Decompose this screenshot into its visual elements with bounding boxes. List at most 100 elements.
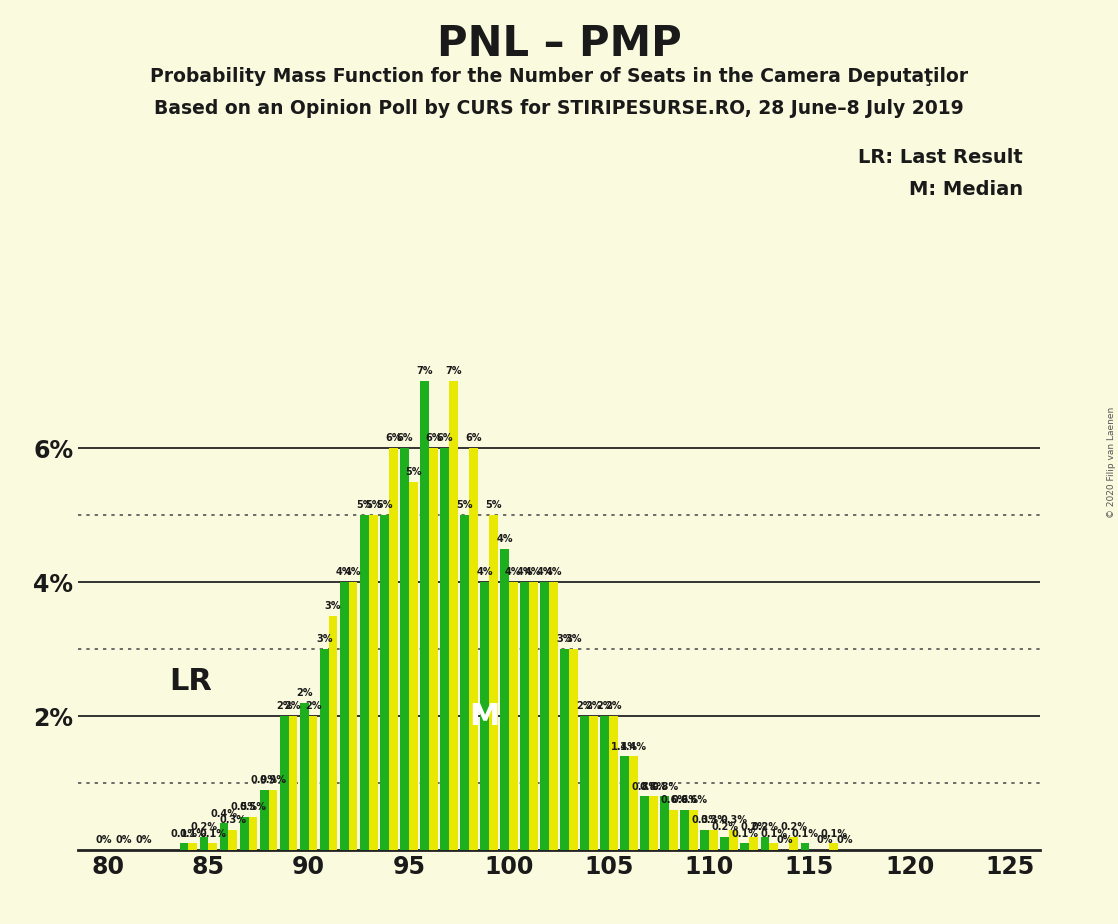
Bar <box>560 649 569 850</box>
Text: 0.1%: 0.1% <box>760 829 787 839</box>
Bar <box>800 844 809 850</box>
Text: 0.2%: 0.2% <box>751 822 778 832</box>
Bar <box>681 809 689 850</box>
Text: 0.3%: 0.3% <box>700 815 727 825</box>
Bar <box>789 837 798 850</box>
Text: 4%: 4% <box>344 567 361 578</box>
Text: 0.1%: 0.1% <box>731 829 758 839</box>
Text: M: Median: M: Median <box>909 180 1023 200</box>
Bar <box>369 516 378 850</box>
Text: 4%: 4% <box>496 534 513 544</box>
Bar <box>389 448 398 850</box>
Bar <box>320 649 329 850</box>
Bar <box>729 830 738 850</box>
Bar <box>448 382 457 850</box>
Text: PNL – PMP: PNL – PMP <box>437 23 681 65</box>
Bar <box>459 516 468 850</box>
Bar <box>629 756 638 850</box>
Bar <box>769 844 778 850</box>
Bar <box>468 448 477 850</box>
Text: 0.2%: 0.2% <box>711 822 738 832</box>
Text: 4%: 4% <box>525 567 541 578</box>
Bar <box>520 582 529 850</box>
Text: 4%: 4% <box>537 567 552 578</box>
Text: LR: LR <box>170 667 212 696</box>
Bar <box>189 844 197 850</box>
Text: 2%: 2% <box>285 701 301 711</box>
Bar <box>740 844 749 850</box>
Bar <box>749 837 758 850</box>
Text: 7%: 7% <box>445 367 462 376</box>
Text: 1.4%: 1.4% <box>620 742 647 751</box>
Bar <box>300 702 309 850</box>
Text: 6%: 6% <box>436 433 453 444</box>
Text: 0.8%: 0.8% <box>651 782 679 792</box>
Text: 5%: 5% <box>376 501 392 510</box>
Text: 2%: 2% <box>577 701 593 711</box>
Text: M: M <box>470 701 500 731</box>
Bar <box>248 817 257 850</box>
Text: 0.3%: 0.3% <box>720 815 747 825</box>
Text: 6%: 6% <box>465 433 482 444</box>
Text: 0.3%: 0.3% <box>691 815 719 825</box>
Text: 0%: 0% <box>817 835 833 845</box>
Bar <box>268 790 277 850</box>
Bar <box>288 716 297 850</box>
Bar <box>239 817 248 850</box>
Bar <box>529 582 538 850</box>
Text: © 2020 Filip van Laenen: © 2020 Filip van Laenen <box>1107 407 1116 517</box>
Text: LR: Last Result: LR: Last Result <box>859 148 1023 167</box>
Bar <box>830 844 838 850</box>
Text: 4%: 4% <box>505 567 522 578</box>
Text: 3%: 3% <box>557 635 572 644</box>
Text: 5%: 5% <box>456 501 473 510</box>
Bar <box>489 516 498 850</box>
Bar <box>540 582 549 850</box>
Text: 4%: 4% <box>337 567 352 578</box>
Text: 1.4%: 1.4% <box>612 742 638 751</box>
Bar <box>329 615 338 850</box>
Text: 3%: 3% <box>316 635 332 644</box>
Text: 0.2%: 0.2% <box>190 822 218 832</box>
Bar <box>340 582 349 850</box>
Bar <box>709 830 718 850</box>
Bar <box>609 716 618 850</box>
Bar <box>309 716 318 850</box>
Bar <box>620 756 629 850</box>
Bar <box>228 830 237 850</box>
Bar <box>670 809 678 850</box>
Text: 0.8%: 0.8% <box>632 782 659 792</box>
Text: 5%: 5% <box>405 467 421 477</box>
Text: 0%: 0% <box>135 835 152 845</box>
Text: 0.6%: 0.6% <box>680 796 707 805</box>
Text: 0.1%: 0.1% <box>171 829 198 839</box>
Text: 7%: 7% <box>416 367 433 376</box>
Text: 0.6%: 0.6% <box>671 796 699 805</box>
Text: 0.5%: 0.5% <box>230 802 257 812</box>
Bar <box>500 549 509 850</box>
Text: 6%: 6% <box>396 433 413 444</box>
Bar <box>349 582 358 850</box>
Text: 0.3%: 0.3% <box>219 815 246 825</box>
Bar <box>689 809 698 850</box>
Bar <box>569 649 578 850</box>
Bar <box>400 448 409 850</box>
Text: 0.9%: 0.9% <box>259 775 286 785</box>
Bar <box>720 837 729 850</box>
Bar <box>700 830 709 850</box>
Bar <box>661 796 670 850</box>
Bar <box>600 716 609 850</box>
Bar <box>760 837 769 850</box>
Text: 0.4%: 0.4% <box>210 808 238 819</box>
Text: 2%: 2% <box>585 701 601 711</box>
Bar <box>440 448 448 850</box>
Text: 3%: 3% <box>566 635 581 644</box>
Text: 6%: 6% <box>425 433 442 444</box>
Bar <box>650 796 659 850</box>
Text: 3%: 3% <box>325 601 341 611</box>
Text: 0.1%: 0.1% <box>199 829 226 839</box>
Text: 0.6%: 0.6% <box>660 796 688 805</box>
Text: 0.2%: 0.2% <box>780 822 807 832</box>
Text: 0.5%: 0.5% <box>239 802 266 812</box>
Text: 2%: 2% <box>605 701 622 711</box>
